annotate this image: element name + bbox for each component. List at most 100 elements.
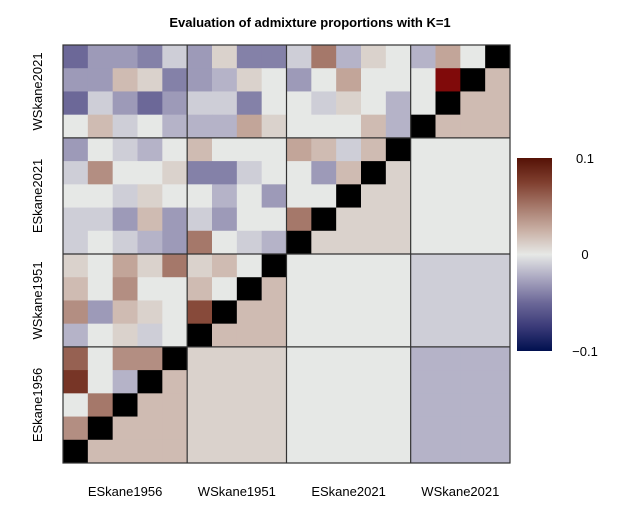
heatmap-cell <box>361 300 387 325</box>
heatmap-cell <box>212 416 238 441</box>
heatmap-cell <box>435 137 461 162</box>
heatmap-cell <box>212 370 238 394</box>
diagonal-cell <box>485 45 511 69</box>
heatmap-cell <box>311 114 337 139</box>
heatmap-cell <box>212 207 238 232</box>
heatmap-cell <box>261 161 287 185</box>
heatmap-cell <box>336 91 362 116</box>
heatmap-cell <box>112 45 138 69</box>
heatmap-cell <box>311 161 337 185</box>
heatmap-cell <box>460 346 486 371</box>
heatmap-cell <box>162 370 188 394</box>
heatmap-cell <box>187 439 213 464</box>
heatmap-cell <box>162 393 188 418</box>
heatmap-cell <box>286 393 312 418</box>
heatmap-cell <box>63 45 89 69</box>
heatmap-cell <box>137 207 163 232</box>
heatmap-cell <box>460 439 486 464</box>
heatmap-cell <box>87 254 114 278</box>
diagonal-cell <box>63 439 89 464</box>
heatmap-cell <box>236 230 263 255</box>
heatmap-cell <box>162 277 188 301</box>
heatmap-cell <box>361 393 387 418</box>
heatmap-cell <box>261 137 287 162</box>
heatmap-cell <box>311 254 337 278</box>
heatmap-cell <box>485 346 511 371</box>
heatmap-cell <box>385 300 412 325</box>
heatmap-cell <box>485 68 511 92</box>
heatmap-cell <box>137 45 163 69</box>
heatmap-cell <box>336 161 362 185</box>
heatmap-cell <box>410 277 436 301</box>
diagonal-cell <box>261 254 287 278</box>
heatmap-cell <box>336 114 362 139</box>
heatmap-cell <box>63 323 89 348</box>
diagonal-cell <box>435 91 461 116</box>
heatmap-cell <box>187 114 213 139</box>
heatmap-cell <box>485 254 511 278</box>
heatmap-cell <box>187 230 213 255</box>
heatmap-cell <box>87 230 114 255</box>
heatmap-cell <box>261 114 287 139</box>
heatmap-cell <box>385 346 412 371</box>
heatmap-cell <box>63 91 89 116</box>
heatmap-cell <box>311 370 337 394</box>
heatmap-cell <box>137 300 163 325</box>
heatmap-cell <box>460 393 486 418</box>
heatmap-cell <box>137 161 163 185</box>
heatmap-cell <box>460 137 486 162</box>
heatmap-cell <box>311 346 337 371</box>
heatmap-cell <box>410 137 436 162</box>
heatmap-cell <box>311 45 337 69</box>
heatmap-cell <box>286 254 312 278</box>
heatmap-cell <box>236 137 263 162</box>
heatmap-cell <box>286 68 312 92</box>
heatmap-cell <box>361 184 387 209</box>
heatmap-cell <box>485 277 511 301</box>
heatmap-cell <box>435 277 461 301</box>
heatmap-cell <box>311 439 337 464</box>
diagonal-cell <box>336 184 362 209</box>
heatmap-cell <box>261 91 287 116</box>
heatmap-cell <box>460 300 486 325</box>
heatmap-cell <box>212 277 238 301</box>
heatmap-cell <box>112 137 138 162</box>
heatmap-cell <box>137 68 163 92</box>
heatmap-cell <box>286 300 312 325</box>
heatmap-cell <box>212 45 238 69</box>
heatmap-cell <box>137 114 163 139</box>
heatmap-cell <box>162 45 188 69</box>
heatmap-cell <box>187 161 213 185</box>
heatmap-cell <box>385 161 412 185</box>
heatmap-cell <box>286 416 312 441</box>
heatmap-cell <box>87 439 114 464</box>
heatmap-cell <box>162 439 188 464</box>
heatmap-cell <box>485 230 511 255</box>
heatmap-cell <box>63 393 89 418</box>
heatmap-cell <box>162 68 188 92</box>
heatmap-cell <box>212 68 238 92</box>
heatmap-cell <box>236 439 263 464</box>
heatmap-cell <box>410 370 436 394</box>
heatmap-cell <box>410 91 436 116</box>
heatmap-cell <box>361 45 387 69</box>
heatmap-cell <box>236 370 263 394</box>
heatmap-cell <box>112 277 138 301</box>
heatmap-cell <box>212 184 238 209</box>
heatmap-cell <box>236 346 263 371</box>
diagonal-cell <box>311 207 337 232</box>
heatmap-cell <box>187 207 213 232</box>
heatmap-cell <box>435 161 461 185</box>
y-label-0: WSkane2021 <box>30 52 45 130</box>
heatmap-cell <box>187 416 213 441</box>
heatmap-cell <box>87 300 114 325</box>
heatmap-cell <box>212 393 238 418</box>
heatmap-cell <box>485 114 511 139</box>
heatmap-cell <box>63 416 89 441</box>
heatmap-cell <box>410 45 436 69</box>
heatmap-cell <box>187 393 213 418</box>
heatmap-cell <box>87 184 114 209</box>
heatmap-cell <box>87 45 114 69</box>
